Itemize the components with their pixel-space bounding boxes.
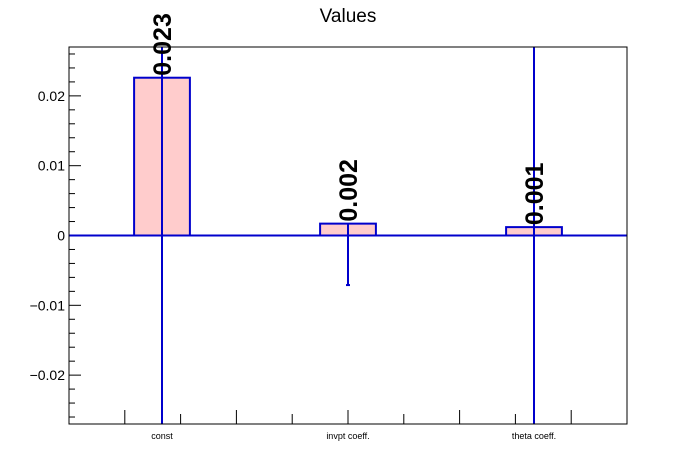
chart-title: Values: [319, 6, 377, 27]
x-axis-ticks: [124, 410, 572, 424]
error-bars: [161, 47, 535, 424]
value-label: 0.002: [335, 159, 363, 222]
y-tick-labels: −0.02 −0.01 0 0.01 0.02: [30, 88, 66, 383]
y-tick-label: 0.02: [38, 88, 65, 104]
y-axis-ticks: [69, 53, 81, 418]
value-label: 0.001: [521, 162, 549, 225]
value-label: 0.023: [149, 13, 177, 76]
category-label: const: [151, 431, 173, 441]
y-tick-label: −0.01: [30, 297, 66, 313]
y-tick-label: 0: [57, 228, 65, 244]
category-label: theta coeff.: [512, 431, 556, 441]
y-tick-label: −0.02: [30, 367, 66, 383]
plot-frame: [68, 46, 628, 425]
category-labels: const invpt coeff. theta coeff.: [151, 431, 556, 441]
y-tick-label: 0.01: [38, 158, 65, 174]
value-labels: 0.023 0.002 0.001: [149, 13, 549, 225]
category-label: invpt coeff.: [326, 431, 369, 441]
